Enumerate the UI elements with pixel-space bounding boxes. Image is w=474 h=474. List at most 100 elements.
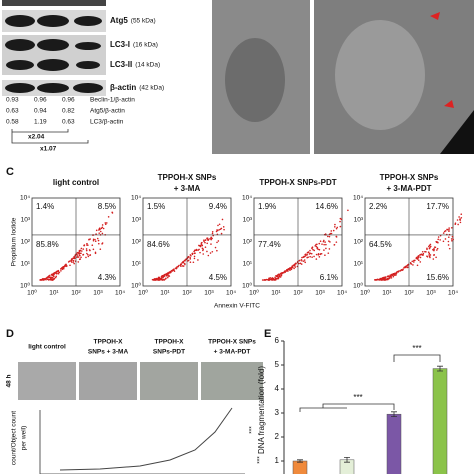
flow-dot (309, 252, 312, 255)
flow-dot (347, 209, 349, 212)
flow-dot (161, 279, 163, 281)
flow-dot (442, 240, 445, 243)
flow-dot (266, 278, 268, 281)
flow-dot (72, 259, 75, 262)
flow-dot (77, 256, 80, 258)
flow-dot (311, 256, 313, 258)
flow-dot (383, 279, 386, 281)
flow-dot (336, 226, 339, 229)
ratio-value: 0.58 (6, 119, 19, 126)
flow-dot (447, 244, 450, 246)
flow-dot (167, 272, 170, 275)
flow-dot (202, 253, 205, 255)
y-tick-label: 10⁰ (242, 282, 252, 290)
flow-dot (448, 230, 450, 233)
flow-dot (68, 260, 71, 263)
flow-dot (318, 256, 321, 258)
flow-dot (86, 252, 88, 255)
flow-dot (99, 228, 101, 231)
flow-dot (158, 279, 161, 281)
quadrant-percent: 77.4% (258, 240, 281, 249)
flow-dot (277, 276, 279, 279)
y-tick-label: 10¹ (21, 261, 31, 268)
flow-dot (206, 238, 209, 241)
flow-dot (412, 264, 414, 266)
flow-dot (287, 270, 289, 272)
band-name: LC3-II (110, 60, 132, 69)
flow-dot (165, 274, 168, 277)
flow-dot (334, 226, 336, 228)
flow-dot (329, 241, 331, 243)
flow-dot (202, 248, 204, 251)
flow-dot (267, 279, 270, 281)
flow-dot (48, 274, 51, 277)
flow-dot (273, 279, 276, 281)
significance: *** (353, 393, 362, 402)
flow-dot (428, 254, 430, 256)
flow-dot (460, 217, 463, 219)
flow-dot (427, 251, 430, 254)
flow-dot (328, 235, 331, 238)
flow-dot (88, 249, 91, 251)
flow-dot (335, 241, 338, 243)
curve-axes (39, 410, 245, 474)
flow-dot (216, 241, 218, 244)
flow-dot (171, 270, 173, 272)
flow-dot (302, 260, 305, 262)
flow-dot (53, 278, 56, 280)
flow-dot (79, 250, 81, 252)
flow-dot (217, 224, 219, 227)
flow-dot (315, 258, 318, 260)
flow-dot (426, 255, 429, 258)
ratio-value: 0.63 (62, 119, 75, 126)
y-tick-label: 10⁰ (20, 282, 30, 290)
flow-dot (159, 278, 162, 280)
flow-dot (80, 247, 83, 250)
y-tick-label: 10⁴ (20, 195, 30, 202)
plot-title: + 3-MA-PDT (386, 184, 431, 193)
x-tick-label: 10¹ (49, 290, 59, 297)
flow-dot (216, 229, 219, 232)
flow-dot (40, 278, 43, 281)
flow-dot (413, 261, 415, 263)
micrographs (18, 362, 263, 400)
flow-dot (99, 230, 102, 233)
flow-dot (98, 227, 101, 229)
flow-dot (101, 243, 103, 245)
y-tick-label: 10⁰ (353, 282, 363, 290)
flow-dot (328, 248, 331, 250)
flow-dot (220, 227, 223, 230)
plot-title: + 3-MA (174, 184, 201, 193)
flow-dot (63, 265, 66, 268)
ratio-value: 0.63 (6, 108, 19, 115)
flow-dot (436, 241, 439, 243)
significance: *** (412, 344, 421, 353)
flow-dot (66, 265, 68, 267)
flow-dot (261, 279, 264, 281)
flow-dot (304, 261, 307, 264)
ratio-label: Atg5/β-actin (90, 108, 125, 115)
flow-dot (274, 279, 277, 281)
quadrant-percent: 4.3% (98, 273, 116, 282)
flow-dot (269, 277, 271, 279)
flow-dot (444, 238, 447, 240)
flow-dot (281, 272, 283, 274)
flow-dot (325, 243, 327, 246)
flow-dot (307, 251, 310, 253)
flow-dot (183, 259, 186, 262)
y-tick-label: 10³ (243, 217, 253, 224)
flow-dot (85, 248, 88, 250)
flow-dot (433, 249, 435, 252)
flow-dot (43, 278, 45, 281)
flow-dot (397, 271, 399, 273)
flow-dot (206, 237, 208, 240)
flow-dot (164, 278, 167, 280)
ratio-value: 0.96 (62, 97, 75, 104)
flow-dot (55, 272, 58, 275)
flow-dot (97, 239, 100, 242)
flow-dot (330, 230, 333, 232)
flow-dot (102, 227, 105, 230)
quadrant-percent: 1.9% (258, 202, 276, 211)
fold-bracket (11, 129, 89, 144)
x-tick-label: 10¹ (382, 290, 392, 297)
